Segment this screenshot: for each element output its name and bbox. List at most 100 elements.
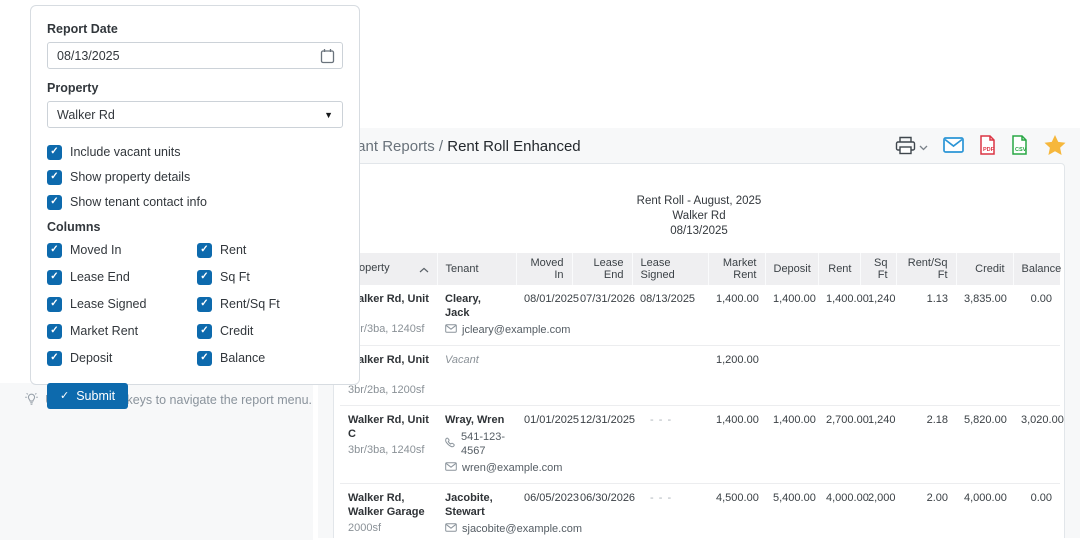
- cell-balance: [1013, 345, 1060, 406]
- tenant-email: wren@example.com: [445, 461, 562, 475]
- property-name: Walker Rd, Unit B: [348, 354, 429, 380]
- cell-moved-in: 06/05/2023: [516, 483, 579, 538]
- report-title-line2: Walker Rd: [672, 210, 726, 222]
- report-title-line3: 08/13/2025: [670, 225, 728, 237]
- email-address: wren@example.com: [462, 462, 563, 474]
- checkbox-moved-in[interactable]: [47, 242, 62, 258]
- property-details: 3br/3ba, 1240sf: [348, 323, 425, 335]
- breadcrumb-parent[interactable]: Tenant Reports /: [333, 138, 448, 155]
- envelope-icon: [445, 461, 457, 475]
- checkbox-row-balance: Balance: [197, 350, 280, 366]
- breadcrumb: Tenant Reports / Rent Roll Enhanced: [333, 138, 581, 155]
- property-details: 2000sf: [348, 522, 382, 534]
- checkbox-label: Lease Signed: [70, 297, 147, 311]
- table-row: Walker Rd, Unit A 3br/3ba, 1240sf Cleary, …: [340, 285, 1060, 346]
- table-row: Walker Rd, Unit C 3br/3ba, 1240sf Wray, Wr…: [340, 405, 1064, 484]
- calendar-icon[interactable]: [320, 48, 335, 69]
- no-value-dashes: - - -: [650, 414, 673, 426]
- property-selected-value: Walker Rd: [57, 107, 115, 122]
- checkbox-deposit[interactable]: [47, 350, 62, 366]
- report-title-line1: Rent Roll - August, 2025: [636, 195, 762, 207]
- cell-sq-ft: [860, 345, 896, 406]
- checkbox-label: Include vacant units: [70, 145, 181, 159]
- checkbox-row-rent-sq-ft: Rent/Sq Ft: [197, 296, 280, 312]
- checkbox-show-tenant-contact-info[interactable]: [47, 194, 62, 210]
- checkbox-balance[interactable]: [197, 350, 212, 366]
- column-header-credit: Credit: [955, 253, 1013, 285]
- checkbox-credit[interactable]: [197, 323, 212, 339]
- checkbox-row-lease-end: Lease End: [47, 269, 197, 285]
- checkbox-lease-signed[interactable]: [47, 296, 62, 312]
- cell-lease-end: [572, 345, 632, 406]
- cell-rent: [818, 345, 860, 406]
- sort-ascending-icon: [419, 264, 429, 276]
- print-button[interactable]: [895, 136, 928, 158]
- cell-sq-ft: 1,240: [860, 405, 896, 484]
- envelope-icon: [445, 522, 457, 536]
- report-date-input[interactable]: [57, 48, 316, 63]
- cell-lease-end: 12/31/2025: [572, 405, 635, 484]
- column-header-deposit: Deposit: [764, 253, 818, 285]
- cell-lease-end: 06/30/2026: [572, 483, 635, 538]
- cell-market-rent: 1,200.00: [708, 345, 765, 406]
- favorite-button[interactable]: [1043, 134, 1067, 159]
- cell-rent-sq-ft: 2.00: [896, 483, 956, 538]
- columns-options-grid: Moved In Lease End Lease Signed Market Rent…: [47, 242, 343, 377]
- page-title: Rent Roll Enhanced: [447, 138, 581, 155]
- checkbox-market-rent[interactable]: [47, 323, 62, 339]
- cell-balance: 0.00: [1013, 483, 1060, 538]
- cell-lease-signed: - - -: [632, 483, 708, 538]
- table-row: Walker Rd, Walker Garage 2000sf Jacobite, …: [340, 483, 1060, 538]
- cell-deposit: [765, 345, 818, 406]
- tenant-email: sjacobite@example.com: [445, 522, 582, 536]
- cell-sq-ft: 1,240: [860, 285, 896, 346]
- checkbox-row-show-tenant-contact-info: Show tenant contact info: [47, 194, 343, 210]
- cell-tenant: Jacobite, Stewart sjacobite@example.com: [437, 483, 582, 538]
- checkbox-show-property-details[interactable]: [47, 169, 62, 185]
- email-address: sjacobite@example.com: [462, 523, 582, 535]
- cell-lease-signed: - - -: [632, 405, 708, 484]
- checkbox-label: Show property details: [70, 170, 191, 184]
- submit-button[interactable]: ✓ Submit: [47, 383, 129, 409]
- export-csv-button[interactable]: CSV: [1011, 135, 1028, 158]
- checkbox-include-vacant-units[interactable]: [47, 144, 62, 160]
- cell-credit: 5,820.00: [956, 405, 1013, 484]
- cell-tenant: Vacant: [437, 345, 516, 406]
- pdf-file-icon: PDF: [979, 135, 996, 158]
- checkbox-rent[interactable]: [197, 242, 212, 258]
- vacant-label: Vacant: [445, 354, 479, 366]
- tenant-name: Jacobite, Stewart: [445, 492, 493, 518]
- checkbox-row-market-rent: Market Rent: [47, 323, 197, 339]
- table-row: Walker Rd, Unit B 3br/2ba, 1200sf Vacant 1,…: [340, 345, 1060, 406]
- checkbox-row-lease-signed: Lease Signed: [47, 296, 197, 312]
- report-date-label: Report Date: [47, 22, 118, 36]
- checkbox-lease-end[interactable]: [47, 269, 62, 285]
- property-select[interactable]: Walker Rd ▼: [47, 101, 343, 128]
- checkbox-sq-ft[interactable]: [197, 269, 212, 285]
- checkbox-label: Balance: [220, 351, 266, 365]
- cell-deposit: 5,400.00: [765, 483, 818, 538]
- cell-market-rent: 1,400.00: [708, 405, 765, 484]
- phone-number: 541-123-4567: [461, 431, 506, 457]
- cell-deposit: 1,400.00: [765, 285, 818, 346]
- rent-roll-table: Property Tenant Moved In Lease End Lease…: [340, 253, 1064, 538]
- column-header-lease-signed: Lease Signed: [631, 253, 708, 285]
- cell-credit: 3,835.00: [956, 285, 1013, 346]
- cell-deposit: 1,400.00: [765, 405, 818, 484]
- column-header-tenant: Tenant: [436, 253, 516, 285]
- export-pdf-button[interactable]: PDF: [979, 135, 996, 158]
- star-icon: [1043, 134, 1067, 159]
- checkbox-label: Market Rent: [70, 324, 139, 338]
- check-icon: ✓: [60, 389, 70, 402]
- email-address: jcleary@example.com: [462, 324, 571, 336]
- column-header-rent: Rent: [817, 253, 860, 285]
- email-report-button[interactable]: [943, 137, 964, 156]
- phone-icon: [445, 437, 456, 452]
- checkbox-rent-sq-ft[interactable]: [197, 296, 212, 312]
- cell-sq-ft: 2,000: [860, 483, 896, 538]
- cell-rent: 1,400.00: [818, 285, 869, 346]
- checkbox-row-credit: Credit: [197, 323, 280, 339]
- property-name: Walker Rd, Unit A: [348, 293, 429, 319]
- tenant-name: Cleary, Jack: [445, 293, 481, 319]
- menu-footer: Use the arrow keys to navigate the repor…: [0, 383, 313, 540]
